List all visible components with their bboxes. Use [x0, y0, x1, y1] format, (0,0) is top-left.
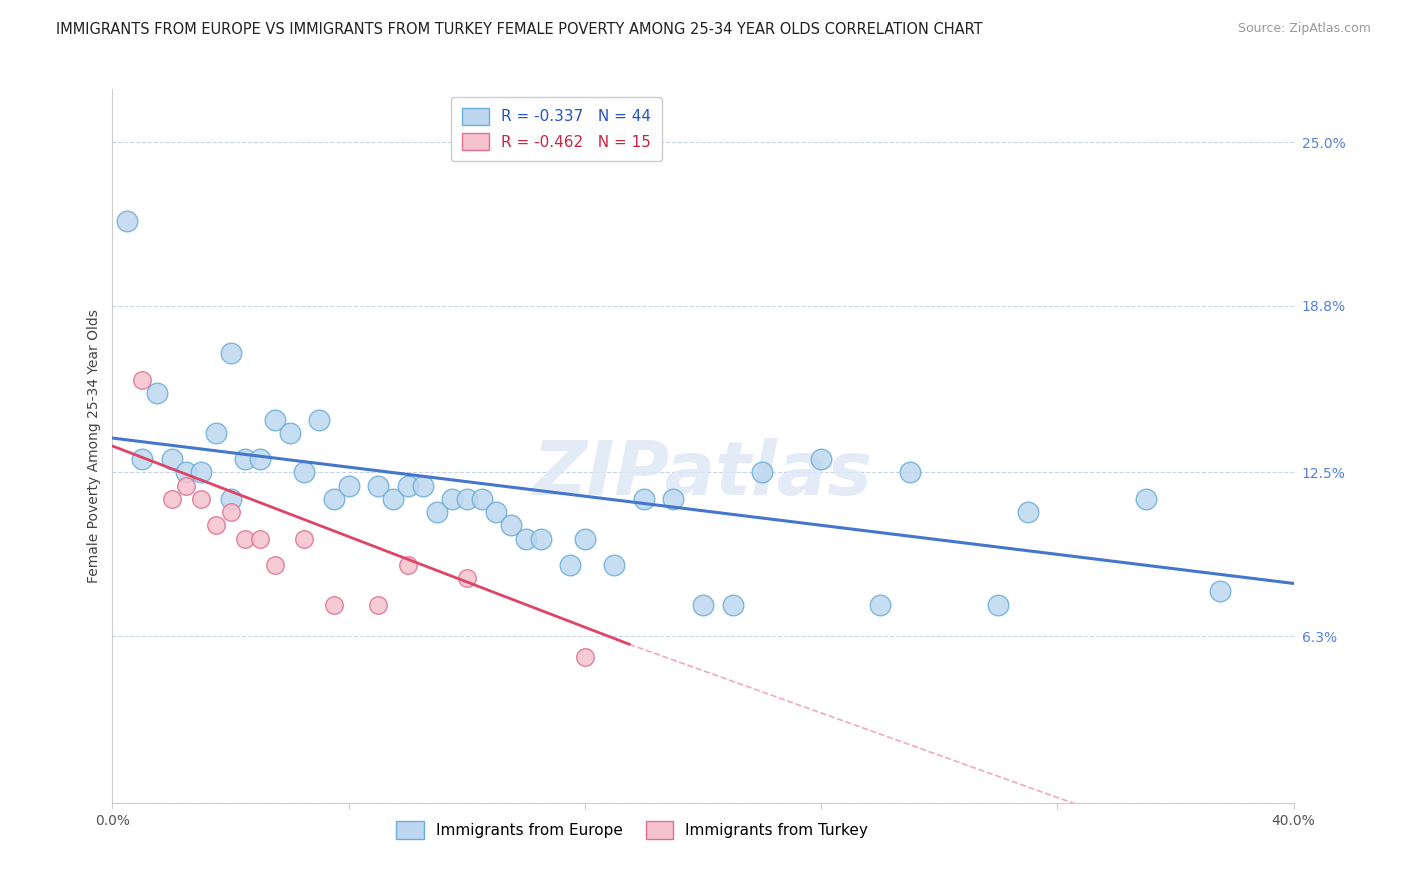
- Point: [117, 214, 138, 228]
- Text: IMMIGRANTS FROM EUROPE VS IMMIGRANTS FROM TURKEY FEMALE POVERTY AMONG 25-34 YEAR: IMMIGRANTS FROM EUROPE VS IMMIGRANTS FRO…: [56, 22, 983, 37]
- Point: [292, 466, 315, 480]
- Point: [323, 491, 346, 506]
- Point: [426, 505, 449, 519]
- Point: [160, 491, 183, 506]
- Point: [529, 532, 551, 546]
- Point: [219, 491, 242, 506]
- Point: [456, 491, 478, 506]
- Point: [396, 558, 419, 572]
- Point: [205, 518, 228, 533]
- Point: [190, 466, 212, 480]
- Text: Source: ZipAtlas.com: Source: ZipAtlas.com: [1237, 22, 1371, 36]
- Y-axis label: Female Poverty Among 25-34 Year Olds: Female Poverty Among 25-34 Year Olds: [87, 309, 101, 583]
- Point: [662, 491, 685, 506]
- Point: [367, 598, 389, 612]
- Point: [219, 505, 242, 519]
- Point: [515, 532, 537, 546]
- Point: [367, 478, 389, 492]
- Point: [264, 412, 287, 426]
- Point: [131, 452, 153, 467]
- Point: [219, 346, 242, 360]
- Point: [633, 491, 655, 506]
- Point: [323, 598, 346, 612]
- Point: [987, 598, 1010, 612]
- Point: [160, 452, 183, 467]
- Point: [131, 373, 153, 387]
- Point: [574, 532, 596, 546]
- Point: [146, 386, 169, 401]
- Point: [190, 491, 212, 506]
- Point: [898, 466, 921, 480]
- Point: [751, 466, 773, 480]
- Point: [233, 532, 256, 546]
- Point: [1208, 584, 1232, 599]
- Point: [382, 491, 405, 506]
- Point: [692, 598, 714, 612]
- Point: [1135, 491, 1157, 506]
- Point: [249, 532, 271, 546]
- Point: [558, 558, 582, 572]
- Point: [810, 452, 832, 467]
- Point: [470, 491, 494, 506]
- Point: [264, 558, 287, 572]
- Point: [278, 425, 301, 440]
- Point: [174, 466, 197, 480]
- Point: [396, 478, 419, 492]
- Point: [411, 478, 433, 492]
- Point: [869, 598, 891, 612]
- Point: [1017, 505, 1039, 519]
- Point: [205, 425, 228, 440]
- Point: [721, 598, 744, 612]
- Point: [308, 412, 330, 426]
- Legend: Immigrants from Europe, Immigrants from Turkey: Immigrants from Europe, Immigrants from …: [389, 815, 875, 845]
- Point: [174, 478, 197, 492]
- Point: [249, 452, 271, 467]
- Point: [501, 518, 523, 533]
- Point: [292, 532, 315, 546]
- Text: ZIPatlas: ZIPatlas: [533, 438, 873, 511]
- Point: [441, 491, 464, 506]
- Point: [233, 452, 256, 467]
- Point: [485, 505, 508, 519]
- Point: [337, 478, 360, 492]
- Point: [603, 558, 626, 572]
- Point: [456, 571, 478, 585]
- Point: [574, 650, 596, 665]
